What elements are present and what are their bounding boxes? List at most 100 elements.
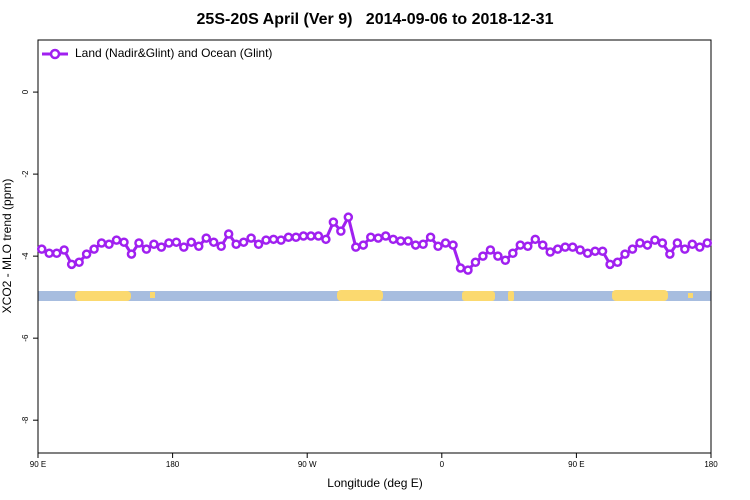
data-point [186,237,197,247]
data-point [253,239,264,249]
data-point [672,238,683,248]
data-point [523,241,533,252]
data-point [141,244,152,254]
y-tick-label: 0 [21,89,30,94]
data-point [657,238,668,248]
data-point [59,245,69,255]
data-point [134,238,144,248]
data-point [597,246,608,256]
data-point [194,241,204,252]
data-point [283,232,294,243]
data-point [66,259,77,270]
data-point [164,238,174,248]
data-point [44,248,54,259]
data-point [321,234,331,245]
y-tick-label: -6 [21,334,30,342]
data-point [388,234,398,245]
data-point [620,249,630,259]
data-point [605,259,615,270]
data-point [126,249,137,259]
data-point [171,237,182,247]
data-point [702,238,713,248]
data-point [590,246,600,256]
data-point [276,235,286,245]
x-tick-label: 180 [704,460,718,469]
data-point [268,234,279,245]
data-point [351,242,361,252]
data-point [680,244,690,254]
data-point [81,249,92,259]
data-point [313,231,324,241]
data-point [111,235,122,245]
y-tick-label: -2 [21,170,30,178]
data-point [208,237,219,247]
y-tick-label: -4 [21,252,30,260]
data-point [89,244,99,254]
y-axis-label: XCO2 - MLO trend (ppm) [0,179,14,314]
data-point [485,245,496,255]
data-point [291,232,301,243]
land-band [462,291,495,301]
data-point [470,257,481,268]
data-point [455,263,466,273]
data-point [51,248,62,259]
data-point [261,235,271,245]
data-point [179,242,189,252]
chart-title: 25S-20S April (Ver 9) 2014-09-06 to 2018… [197,11,554,28]
data-point [238,237,249,247]
data-point [358,240,369,250]
data-point [433,241,443,252]
data-point [552,244,563,254]
x-tick-label: 0 [440,460,445,469]
data-point [298,231,309,241]
data-point [149,239,159,249]
data-point [380,231,391,241]
data-point [373,233,383,243]
data-point [650,235,660,245]
data-point [36,244,47,254]
data-point [403,236,413,246]
data-point [216,241,226,252]
legend: Land (Nadir&Glint) and Ocean (Glint) [42,46,272,60]
data-point [500,255,511,265]
data-point [575,245,585,255]
y-tick-label: -8 [21,416,30,424]
data-point [627,244,638,254]
data-point [343,212,354,222]
land-band [150,292,155,298]
data-point [665,249,675,259]
data-point [336,226,346,236]
data-point [515,240,526,250]
data-point [425,232,436,243]
data-point [530,234,541,245]
data-point [395,236,406,246]
data-point [96,238,107,248]
x-tick-label: 90 E [30,460,46,469]
land-band [337,290,383,301]
x-tick-label: 180 [166,460,180,469]
x-axis-label: Longitude (deg E) [327,476,422,490]
land-band [508,291,514,301]
data-point [538,240,548,250]
data-point [448,240,458,250]
data-point [328,217,339,227]
data-point [545,247,555,257]
data-point [687,239,698,249]
x-tick-label: 90 E [568,460,584,469]
data-point [463,265,473,275]
data-point [366,232,376,243]
data-point [418,239,428,249]
data-point [612,257,623,268]
data-point [642,240,653,250]
data-point [410,240,421,250]
data-point [74,257,84,268]
data-point [478,251,488,261]
data-point [246,233,256,243]
data-point [156,242,167,252]
data-point [695,242,705,252]
data-point [231,239,241,249]
data-point [223,229,234,239]
land-band [612,290,668,301]
land-ocean-strip [38,290,711,301]
